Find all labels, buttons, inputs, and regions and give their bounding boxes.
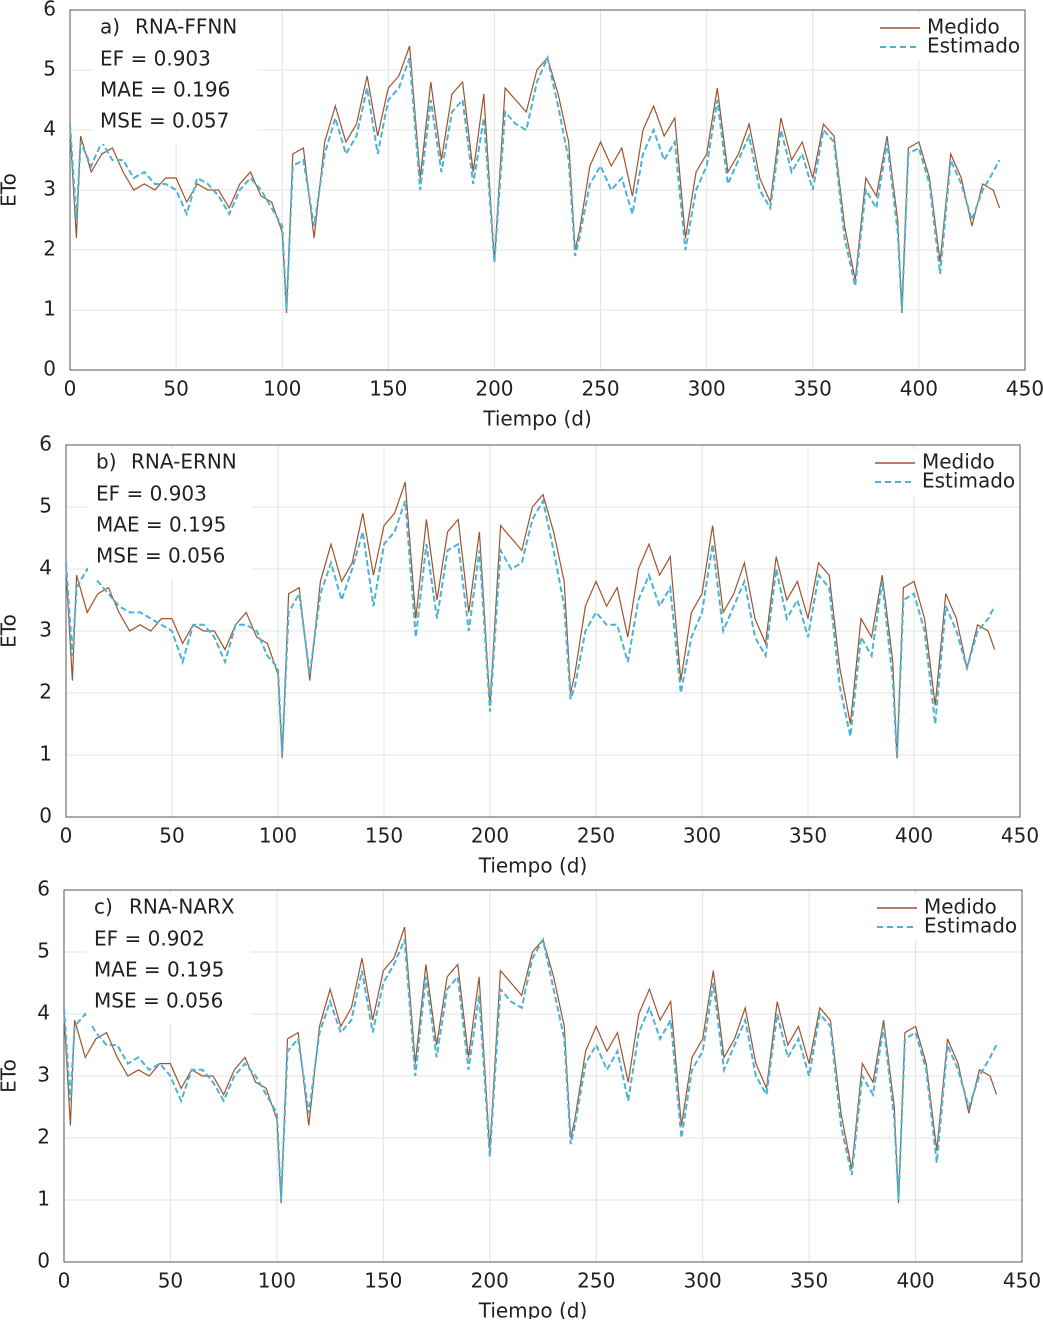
data-line: [69, 45, 1001, 314]
metric: MAE = 0.196: [100, 78, 230, 102]
y-axis-label: ETo: [0, 614, 21, 648]
x-tick-label: 100: [259, 824, 297, 848]
y-tick-label: 5: [39, 494, 52, 518]
metric: MSE = 0.056: [96, 544, 225, 568]
y-tick-label: 2: [37, 1125, 50, 1149]
y-tick-label: 6: [37, 877, 50, 901]
annotation-bg: [86, 894, 251, 1024]
x-tick-label: 0: [64, 377, 77, 401]
y-tick-label: 6: [39, 432, 52, 456]
y-tick-label: 5: [37, 939, 50, 963]
x-tick-label: 300: [683, 824, 721, 848]
y-tick-label: 1: [39, 742, 52, 766]
data-line: [63, 936, 998, 1201]
metric: MAE = 0.195: [96, 513, 226, 537]
data-line: [65, 498, 996, 759]
x-tick-label: 450: [1006, 377, 1043, 401]
data-line: [69, 54, 1001, 311]
x-tick-label: 450: [1001, 824, 1039, 848]
x-tick-label: 400: [895, 824, 933, 848]
y-axis-label: ETo: [0, 173, 21, 207]
x-tick-label: 250: [577, 824, 615, 848]
x-tick-label: 350: [794, 377, 832, 401]
x-axis-label: Tiempo (d): [482, 407, 592, 431]
x-tick-label: 250: [581, 377, 619, 401]
model-name: RNA-NARX: [129, 895, 235, 919]
x-tick-label: 250: [577, 1269, 615, 1293]
y-axis-label: ETo: [0, 1059, 21, 1093]
y-tick-label: 0: [37, 1249, 50, 1273]
y-tick-label: 0: [39, 804, 52, 828]
legend-label: Estimado: [922, 469, 1015, 493]
data-line: [65, 482, 996, 759]
x-tick-label: 350: [789, 824, 827, 848]
annotation-bg: [88, 449, 253, 579]
y-tick-label: 5: [43, 57, 56, 81]
x-tick-label: 100: [263, 377, 301, 401]
panel-label: c): [94, 895, 113, 919]
y-tick-label: 1: [43, 297, 56, 321]
annotation-bg: [92, 14, 257, 144]
legend-bg: [875, 15, 1015, 60]
x-tick-label: 400: [896, 1269, 934, 1293]
metric: MSE = 0.057: [100, 109, 229, 133]
legend-label: Estimado: [924, 914, 1017, 938]
y-tick-label: 3: [43, 177, 56, 201]
y-tick-label: 4: [43, 117, 56, 141]
legend-label: Medido: [922, 450, 995, 474]
metric: EF = 0.902: [94, 927, 205, 951]
model-name: RNA-FFNN: [135, 15, 237, 39]
x-tick-label: 350: [790, 1269, 828, 1293]
x-tick-label: 100: [258, 1269, 296, 1293]
metric: EF = 0.903: [100, 47, 211, 71]
legend-bg: [872, 895, 1012, 940]
x-tick-label: 200: [471, 1269, 509, 1293]
x-axis-label: Tiempo (d): [478, 1299, 588, 1320]
y-tick-label: 3: [37, 1063, 50, 1087]
x-tick-label: 150: [364, 1269, 402, 1293]
plot-frame: [63, 889, 1023, 1263]
data-line: [63, 927, 998, 1204]
x-tick-label: 200: [475, 377, 513, 401]
x-tick-label: 150: [369, 377, 407, 401]
x-tick-label: 50: [159, 824, 184, 848]
x-tick-label: 50: [158, 1269, 183, 1293]
x-tick-label: 450: [1003, 1269, 1041, 1293]
y-tick-label: 6: [43, 0, 56, 21]
x-tick-label: 200: [471, 824, 509, 848]
metric: MSE = 0.056: [94, 989, 223, 1013]
y-tick-label: 1: [37, 1187, 50, 1211]
x-tick-label: 50: [163, 377, 188, 401]
legend-label: Estimado: [927, 34, 1020, 58]
metric: EF = 0.903: [96, 482, 207, 506]
y-tick-label: 3: [39, 618, 52, 642]
y-tick-label: 4: [39, 556, 52, 580]
y-tick-label: 4: [37, 1001, 50, 1025]
y-tick-label: 0: [43, 357, 56, 381]
y-tick-label: 2: [39, 680, 52, 704]
legend-label: Medido: [927, 15, 1000, 39]
plot-frame: [65, 444, 1021, 818]
x-tick-label: 0: [58, 1269, 71, 1293]
legend-bg: [870, 450, 1010, 495]
x-tick-label: 400: [900, 377, 938, 401]
legend-label: Medido: [924, 895, 997, 919]
plot-frame: [69, 9, 1026, 371]
x-tick-label: 150: [365, 824, 403, 848]
panel-label: b): [96, 450, 117, 474]
x-tick-label: 0: [60, 824, 73, 848]
metric: MAE = 0.195: [94, 958, 224, 982]
panel-label: a): [100, 15, 120, 39]
model-name: RNA-ERNN: [131, 450, 237, 474]
x-axis-label: Tiempo (d): [478, 854, 588, 878]
x-tick-label: 300: [688, 377, 726, 401]
y-tick-label: 2: [43, 237, 56, 261]
x-tick-label: 300: [684, 1269, 722, 1293]
